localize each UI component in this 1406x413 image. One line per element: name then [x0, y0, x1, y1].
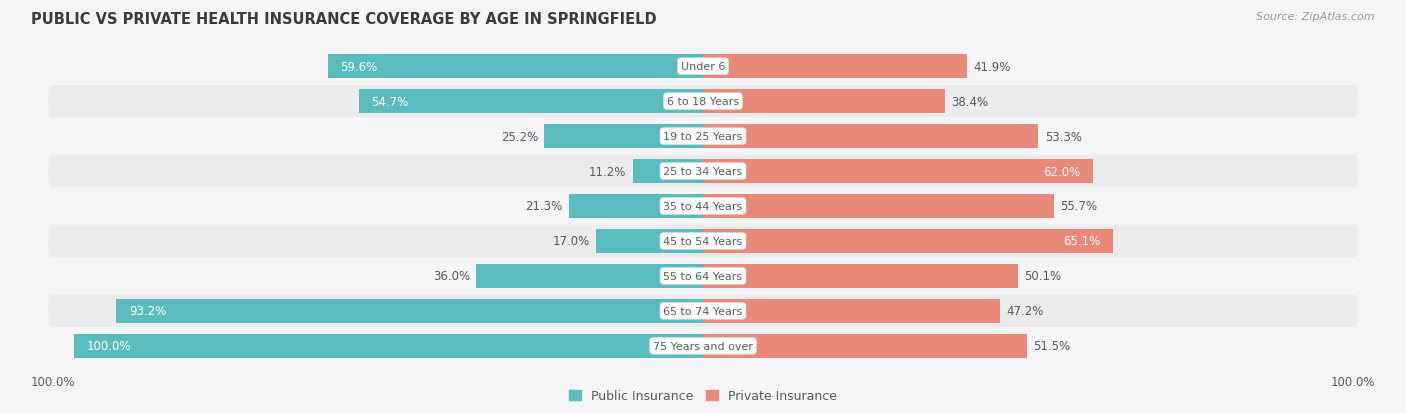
Text: 53.3%: 53.3% [1045, 130, 1081, 143]
Text: 47.2%: 47.2% [1007, 305, 1043, 318]
Bar [569, 195, 703, 218]
Text: 45 to 54 Years: 45 to 54 Years [664, 236, 742, 247]
Bar [703, 55, 967, 79]
Text: 25 to 34 Years: 25 to 34 Years [664, 166, 742, 177]
Bar [703, 334, 1028, 358]
Text: 65 to 74 Years: 65 to 74 Years [664, 306, 742, 316]
FancyBboxPatch shape [48, 156, 1358, 188]
Text: PUBLIC VS PRIVATE HEALTH INSURANCE COVERAGE BY AGE IN SPRINGFIELD: PUBLIC VS PRIVATE HEALTH INSURANCE COVER… [31, 12, 657, 27]
Text: 55 to 64 Years: 55 to 64 Years [664, 271, 742, 281]
Text: 100.0%: 100.0% [31, 375, 76, 388]
Text: 6 to 18 Years: 6 to 18 Years [666, 97, 740, 107]
Text: Source: ZipAtlas.com: Source: ZipAtlas.com [1257, 12, 1375, 22]
Bar [596, 230, 703, 253]
FancyBboxPatch shape [48, 51, 1358, 83]
Bar [703, 299, 1000, 323]
Text: 65.1%: 65.1% [1063, 235, 1099, 248]
Text: 54.7%: 54.7% [371, 95, 409, 108]
FancyBboxPatch shape [48, 225, 1358, 257]
Bar [703, 160, 1094, 183]
FancyBboxPatch shape [48, 295, 1358, 327]
FancyBboxPatch shape [48, 86, 1358, 118]
Legend: Public Insurance, Private Insurance: Public Insurance, Private Insurance [564, 385, 842, 408]
Text: 41.9%: 41.9% [973, 61, 1011, 74]
Bar [703, 195, 1053, 218]
FancyBboxPatch shape [48, 260, 1358, 292]
FancyBboxPatch shape [48, 190, 1358, 223]
Text: 35 to 44 Years: 35 to 44 Years [664, 202, 742, 211]
Text: Under 6: Under 6 [681, 62, 725, 72]
Text: 75 Years and over: 75 Years and over [652, 341, 754, 351]
Text: 55.7%: 55.7% [1060, 200, 1097, 213]
Text: 51.5%: 51.5% [1033, 339, 1070, 352]
Text: 100.0%: 100.0% [86, 339, 131, 352]
Text: 36.0%: 36.0% [433, 270, 470, 283]
Text: 100.0%: 100.0% [1330, 375, 1375, 388]
Bar [117, 299, 703, 323]
Text: 21.3%: 21.3% [526, 200, 562, 213]
Text: 25.2%: 25.2% [501, 130, 538, 143]
Text: 38.4%: 38.4% [950, 95, 988, 108]
Text: 59.6%: 59.6% [340, 61, 378, 74]
Bar [703, 125, 1039, 149]
Bar [703, 264, 1018, 288]
Bar [73, 334, 703, 358]
Bar [477, 264, 703, 288]
Bar [703, 230, 1112, 253]
Text: 62.0%: 62.0% [1043, 165, 1081, 178]
Bar [633, 160, 703, 183]
Text: 19 to 25 Years: 19 to 25 Years [664, 132, 742, 142]
FancyBboxPatch shape [48, 121, 1358, 153]
Bar [544, 125, 703, 149]
Text: 17.0%: 17.0% [553, 235, 589, 248]
FancyBboxPatch shape [48, 330, 1358, 362]
Bar [359, 90, 703, 114]
Bar [328, 55, 703, 79]
Bar [703, 90, 945, 114]
Text: 93.2%: 93.2% [129, 305, 166, 318]
Text: 11.2%: 11.2% [589, 165, 626, 178]
Text: 50.1%: 50.1% [1025, 270, 1062, 283]
